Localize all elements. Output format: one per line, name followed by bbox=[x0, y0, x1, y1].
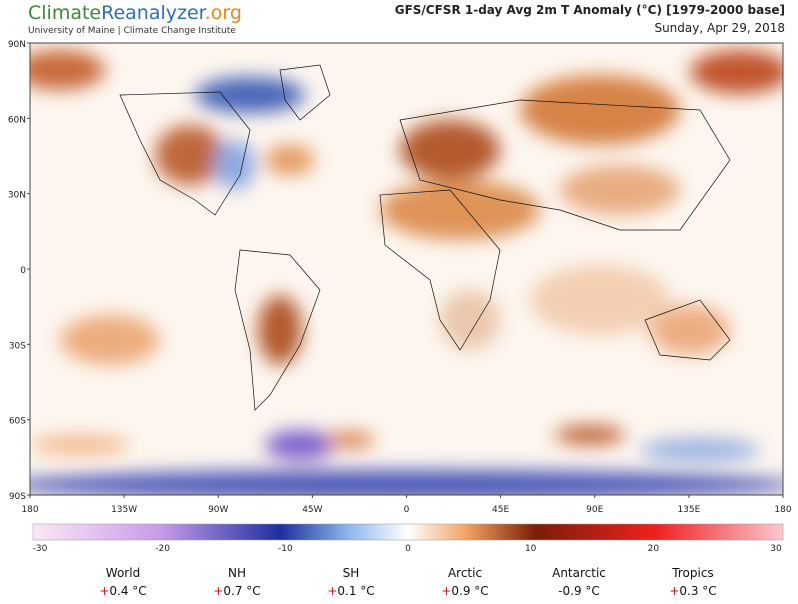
lon-label: 180 bbox=[774, 505, 791, 515]
colorbar-ticks: -30 -20 -10 0 10 20 30 bbox=[33, 544, 782, 554]
sign: + bbox=[99, 584, 109, 598]
lon-label: 0 bbox=[404, 505, 410, 515]
anomaly-map bbox=[30, 43, 783, 495]
institution: University of Maine | Climate Change Ins… bbox=[28, 26, 236, 36]
colorbar-label: -30 bbox=[33, 544, 48, 554]
coastlines bbox=[119, 64, 731, 411]
lat-label: 60N bbox=[8, 115, 26, 125]
value: 0.1 °C bbox=[337, 584, 374, 598]
colorbar-label: -20 bbox=[155, 544, 170, 554]
region-name: NH bbox=[228, 566, 246, 580]
map-axes: 90N 60N 30N 0 30S 60S 90S 180 135W 90W 45W 0 45E 90E 1… bbox=[8, 40, 792, 515]
lon-label: 90E bbox=[586, 505, 603, 515]
region-value: +0.9 °C bbox=[441, 584, 488, 598]
logo-part: Climate bbox=[28, 2, 101, 24]
region-name: SH bbox=[343, 566, 360, 580]
colorbar-label: 0 bbox=[405, 544, 411, 554]
lon-label: 45E bbox=[492, 505, 509, 515]
region-name: Tropics bbox=[671, 566, 713, 580]
logo[interactable]: ClimateReanalyzer.org bbox=[28, 2, 242, 24]
lon-label: 90W bbox=[208, 505, 228, 515]
lat-label: 90N bbox=[8, 40, 26, 50]
colorbar-label: 30 bbox=[770, 544, 782, 554]
value: 0.3 °C bbox=[679, 584, 716, 598]
lat-label: 60S bbox=[9, 417, 26, 427]
lat-label: 0 bbox=[20, 266, 26, 276]
sign: + bbox=[327, 584, 337, 598]
region-value: +0.4 °C bbox=[99, 584, 146, 598]
colorbar-label: 10 bbox=[525, 544, 537, 554]
lon-label: 135W bbox=[111, 505, 137, 515]
lon-label: 135E bbox=[677, 505, 700, 515]
region-value: -0.9 °C bbox=[558, 584, 600, 598]
region-name: Arctic bbox=[448, 566, 482, 580]
value: 0.9 °C bbox=[563, 584, 600, 598]
sign: + bbox=[669, 584, 679, 598]
region-name: World bbox=[106, 566, 140, 580]
lat-label: 30S bbox=[9, 341, 26, 351]
sign: - bbox=[558, 584, 562, 598]
lon-label: 180 bbox=[21, 505, 38, 515]
region-stats: World +0.4 °C NH +0.7 °C SH +0.1 °C Arctic +0.9… bbox=[99, 566, 716, 598]
colorbar-label: 20 bbox=[648, 544, 660, 554]
colorbar-label: -10 bbox=[278, 544, 293, 554]
lat-label: 90S bbox=[9, 492, 26, 502]
region-value: +0.7 °C bbox=[213, 584, 260, 598]
date: Sunday, Apr 29, 2018 bbox=[654, 21, 785, 35]
logo-part: Reanalyzer bbox=[101, 2, 207, 24]
lon-label: 45W bbox=[302, 505, 322, 515]
value: 0.9 °C bbox=[451, 584, 488, 598]
value: 0.7 °C bbox=[223, 584, 260, 598]
colorbar bbox=[32, 523, 784, 541]
region-name: Antarctic bbox=[552, 566, 606, 580]
sign: + bbox=[441, 584, 451, 598]
region-value: +0.3 °C bbox=[669, 584, 716, 598]
region-value: +0.1 °C bbox=[327, 584, 374, 598]
value: 0.4 °C bbox=[109, 584, 146, 598]
lat-label: 30N bbox=[8, 191, 26, 201]
logo-part: .org bbox=[205, 2, 242, 24]
title: GFS/CFSR 1-day Avg 2m T Anomaly (°C) [19… bbox=[395, 3, 785, 17]
sign: + bbox=[213, 584, 223, 598]
